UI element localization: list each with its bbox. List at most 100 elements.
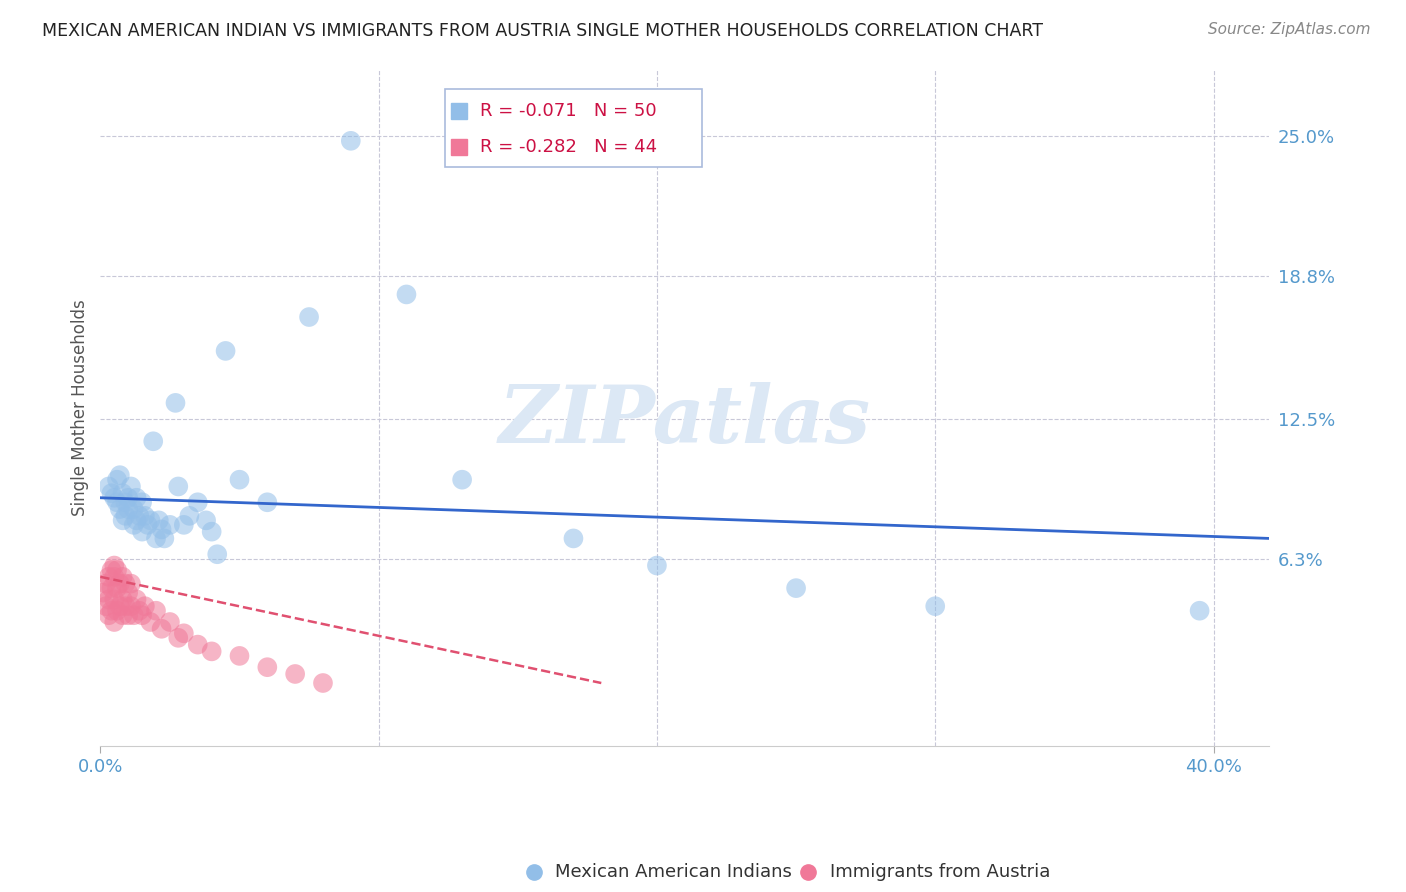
Point: [228, 648, 250, 663]
Point: [103, 592, 125, 607]
Point: [111, 608, 134, 623]
Y-axis label: Single Mother Households: Single Mother Households: [72, 299, 89, 516]
Point: [97, 479, 120, 493]
Point: [91, 585, 114, 599]
Point: [256, 495, 278, 509]
Point: [214, 343, 236, 358]
Point: [131, 495, 153, 509]
Point: [134, 508, 156, 523]
Text: Source: ZipAtlas.com: Source: ZipAtlas.com: [1208, 22, 1371, 37]
Point: [139, 513, 162, 527]
Text: MEXICAN AMERICAN INDIAN VS IMMIGRANTS FROM AUSTRIA SINGLE MOTHER HOUSEHOLDS CORR: MEXICAN AMERICAN INDIAN VS IMMIGRANTS FR…: [42, 22, 1043, 40]
Point: [134, 599, 156, 614]
Point: [207, 547, 229, 561]
Point: [122, 608, 145, 623]
Point: [117, 585, 139, 599]
Point: [150, 622, 173, 636]
Bar: [446, 89, 702, 167]
Point: [111, 513, 134, 527]
Point: [117, 608, 139, 623]
Point: [103, 615, 125, 629]
Point: [122, 517, 145, 532]
Point: [924, 599, 946, 614]
Point: [105, 581, 128, 595]
Point: [131, 608, 153, 623]
Point: [128, 508, 150, 523]
Point: [125, 592, 148, 607]
Point: [103, 570, 125, 584]
Text: R = -0.071   N = 50: R = -0.071 N = 50: [481, 102, 657, 120]
Text: ZIPatlas: ZIPatlas: [499, 382, 870, 459]
Point: [122, 502, 145, 516]
Point: [187, 495, 209, 509]
Text: R = -0.282   N = 44: R = -0.282 N = 44: [481, 138, 658, 156]
Point: [1188, 604, 1211, 618]
Point: [128, 604, 150, 618]
Point: [120, 479, 142, 493]
Point: [111, 592, 134, 607]
Point: [105, 563, 128, 577]
Point: [97, 608, 120, 623]
Point: [451, 473, 474, 487]
Point: [94, 576, 117, 591]
Point: [256, 660, 278, 674]
Point: [120, 599, 142, 614]
Point: [645, 558, 668, 573]
Point: [120, 576, 142, 591]
Point: [100, 581, 122, 595]
Point: [228, 473, 250, 487]
Point: [117, 491, 139, 505]
Text: Mexican American Indians: Mexican American Indians: [555, 863, 792, 881]
Point: [201, 524, 224, 539]
Text: Immigrants from Austria: Immigrants from Austria: [830, 863, 1050, 881]
Point: [125, 513, 148, 527]
Point: [117, 502, 139, 516]
Point: [111, 570, 134, 584]
Point: [179, 508, 201, 523]
Point: [114, 576, 136, 591]
Point: [108, 468, 131, 483]
Point: [94, 599, 117, 614]
Point: [785, 581, 807, 595]
Point: [100, 486, 122, 500]
Point: [340, 134, 363, 148]
Point: [108, 502, 131, 516]
Point: [114, 599, 136, 614]
Point: [131, 524, 153, 539]
Point: [97, 592, 120, 607]
Point: [159, 517, 181, 532]
Point: [103, 491, 125, 505]
Point: [395, 287, 418, 301]
Point: [103, 558, 125, 573]
Point: [114, 495, 136, 509]
Point: [145, 604, 167, 618]
Point: [105, 495, 128, 509]
Point: [201, 644, 224, 658]
Point: [167, 479, 190, 493]
Point: [165, 396, 187, 410]
Point: [153, 532, 176, 546]
Point: [173, 626, 195, 640]
Point: [195, 513, 218, 527]
Point: [187, 638, 209, 652]
Point: [167, 631, 190, 645]
Point: [145, 532, 167, 546]
Point: [125, 491, 148, 505]
Point: [148, 513, 170, 527]
Point: [142, 434, 165, 449]
Point: [139, 615, 162, 629]
Point: [562, 532, 585, 546]
Point: [150, 522, 173, 536]
Point: [173, 517, 195, 532]
Point: [312, 676, 335, 690]
Point: [105, 604, 128, 618]
Point: [100, 563, 122, 577]
Point: [298, 310, 321, 324]
Point: [159, 615, 181, 629]
Point: [108, 576, 131, 591]
Point: [111, 486, 134, 500]
Point: [105, 473, 128, 487]
Point: [114, 508, 136, 523]
Point: [100, 604, 122, 618]
Point: [136, 517, 159, 532]
